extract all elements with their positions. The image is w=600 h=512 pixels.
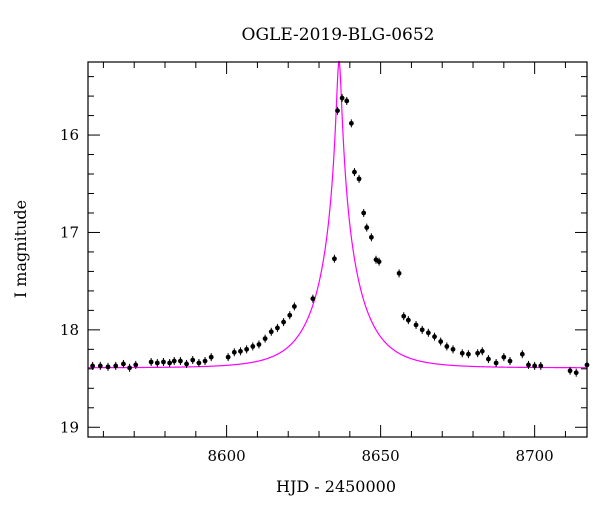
data-point (196, 360, 202, 366)
data-point (184, 361, 189, 367)
y-axis-label: I magnitude (11, 200, 30, 298)
y-tick-label: 19 (60, 418, 79, 436)
data-point (256, 342, 262, 347)
data-point (202, 358, 208, 364)
data-point (250, 344, 256, 349)
data-point (356, 176, 362, 182)
data-point (486, 356, 491, 362)
y-tick-label: 18 (60, 321, 79, 339)
data-point (121, 361, 126, 367)
data-point (167, 360, 173, 366)
data-point (244, 346, 250, 352)
data-point (225, 354, 231, 360)
plot-frame (87, 61, 588, 438)
data-point (262, 336, 268, 342)
data-point (90, 363, 96, 369)
x-tick-label: 8600 (208, 447, 246, 465)
data-point (361, 210, 367, 216)
data-point (501, 354, 507, 360)
plot-area: 8600 8650 8700 16 17 18 19 (60, 60, 590, 465)
x-axis-label: HJD - 2450000 (276, 477, 396, 496)
data-point (133, 362, 139, 368)
data-point (281, 319, 286, 325)
data-point (287, 312, 293, 318)
x-tick-label: 8700 (516, 447, 554, 465)
data-point (310, 296, 316, 302)
data-point (178, 358, 183, 364)
data-point (507, 358, 513, 364)
data-point (127, 365, 132, 371)
data-point (335, 108, 340, 114)
data-point (432, 334, 437, 340)
data-point (113, 363, 119, 369)
data-point (368, 234, 374, 240)
data-point (231, 349, 237, 355)
data-point (459, 350, 465, 356)
x-tick-label: 8650 (362, 447, 400, 465)
data-point (352, 169, 357, 175)
data-point (438, 339, 444, 344)
data-point (208, 354, 214, 360)
data-point (413, 322, 419, 328)
data-point (532, 363, 538, 369)
data-point (364, 225, 370, 230)
data-point (538, 363, 544, 369)
data-point (161, 359, 166, 365)
data-point (291, 304, 297, 309)
y-tick-label: 17 (60, 223, 79, 241)
data-point (573, 370, 579, 376)
data-point (493, 360, 499, 366)
data-point (526, 362, 531, 368)
data-point (275, 325, 280, 331)
data-point (479, 348, 485, 354)
data-point (268, 329, 274, 335)
data-point (475, 350, 481, 356)
data-point (567, 368, 573, 374)
data-point (419, 327, 425, 333)
data-point (348, 120, 354, 126)
data-point (405, 317, 411, 323)
data-point (376, 259, 382, 265)
data-point (190, 357, 196, 363)
data-point (154, 360, 160, 366)
data-point (344, 98, 350, 104)
data-point (466, 351, 471, 357)
data-point (105, 364, 111, 370)
model-curve (88, 60, 587, 369)
y-tick-label: 16 (60, 126, 79, 144)
data-point (401, 313, 407, 319)
data-point (238, 348, 243, 354)
data-point (396, 270, 402, 276)
data-point (444, 344, 450, 349)
chart-title: OGLE-2019-BLG-0652 (242, 25, 435, 45)
data-point (425, 330, 431, 336)
data-point (97, 363, 103, 369)
data-point (450, 346, 456, 352)
data-point (148, 359, 154, 365)
data-point (332, 256, 337, 262)
data-point (339, 95, 345, 101)
data-point (519, 351, 525, 357)
data-point (171, 358, 177, 364)
